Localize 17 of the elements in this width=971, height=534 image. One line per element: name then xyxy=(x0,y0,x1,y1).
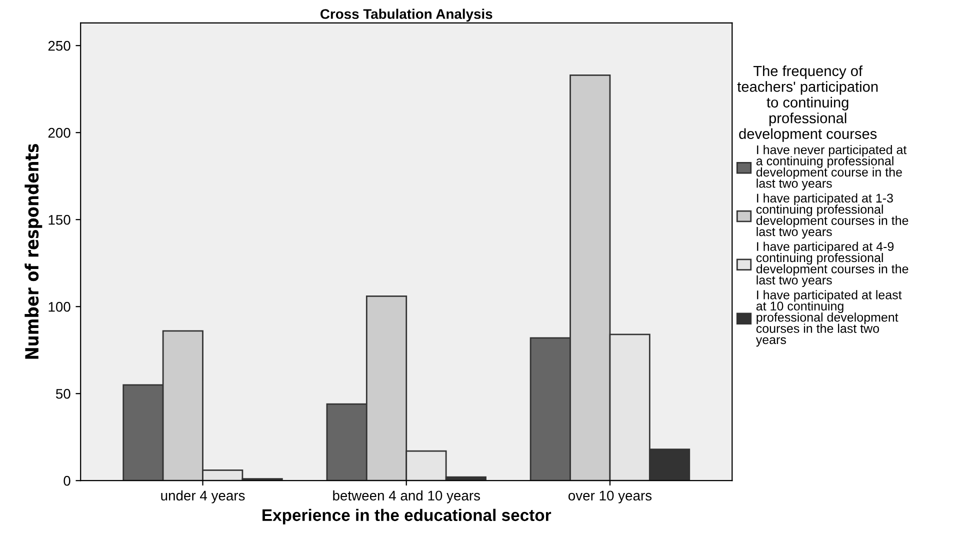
x-tick-label: over 10 years xyxy=(568,490,652,504)
y-tick-label: 150 xyxy=(48,214,70,225)
y-tick-label: 0 xyxy=(64,476,70,486)
y-tick-label: 200 xyxy=(48,128,70,138)
x-tick-label: under 4 years xyxy=(161,490,245,504)
y-tick-label: 250 xyxy=(48,40,70,51)
legend-label: I have participated at 1-3 continuing professional development courses in the last two years xyxy=(756,193,908,239)
legend-title: The frequency of teachers' participation to continuing professional development courses xyxy=(737,65,878,142)
x-axis-title: Experience in the educational sector xyxy=(262,508,552,524)
legend-label: I have never participated at a continuing professional development course in the last two years xyxy=(756,145,907,190)
x-tick-label: between 4 and 10 years xyxy=(333,490,480,504)
y-tick-label: 50 xyxy=(56,388,70,399)
chart-title: Cross Tabulation Analysis xyxy=(320,8,492,22)
legend-label: I have participared at 4-9 continuing professional development courses in the last two years xyxy=(756,242,908,288)
y-axis-title: Number of respondents xyxy=(24,144,42,359)
legend-label: I have participated at least at 10 continuing professional development courses in the last two years xyxy=(756,290,902,347)
y-tick-label: 100 xyxy=(48,302,70,312)
